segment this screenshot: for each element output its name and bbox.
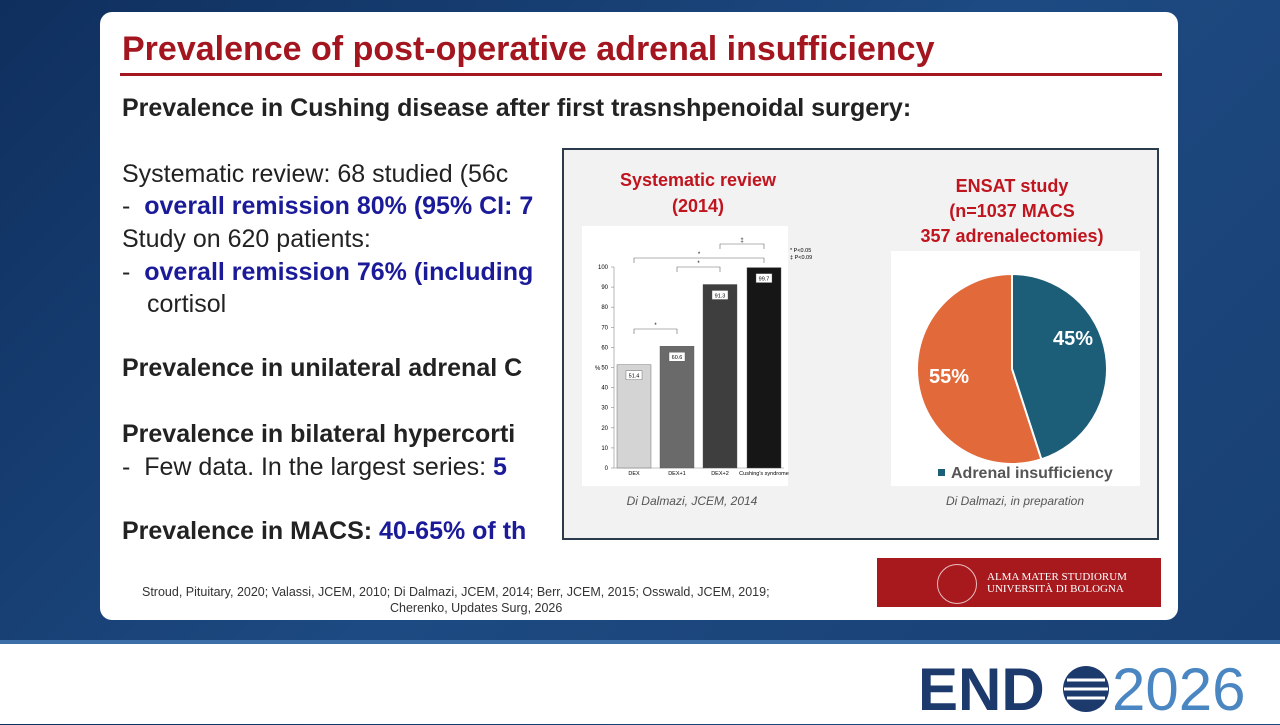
slice-label: 45% — [1053, 328, 1093, 350]
reference: Stroud, Pituitary, 2020; Valassi, JCEM, … — [142, 585, 770, 599]
line: Prevalence in MACS: 40-65% of th — [122, 517, 526, 546]
significance-mark: * — [697, 261, 700, 267]
line: cortisol — [147, 290, 227, 318]
legend-text: ‡ P<0.09 — [790, 255, 812, 261]
significance-mark: * — [698, 252, 701, 258]
chart-title: Systematic review — [620, 170, 777, 190]
line: Prevalence in bilateral hypercorti — [122, 420, 516, 448]
caption: Di Dalmazi, in preparation — [946, 494, 1084, 508]
value-label-box — [668, 351, 686, 362]
caption: Di Dalmazi, JCEM, 2014 — [627, 494, 758, 508]
y-tick-label: 0 — [605, 466, 609, 472]
title-rule — [120, 73, 1162, 76]
y-tick-label: 80 — [601, 305, 608, 311]
highlight: overall remission 80% (95% CI: 7 — [144, 192, 534, 220]
line: - overall remission 80% (95% CI: 7 — [122, 192, 533, 221]
significance-mark: ‡ — [740, 238, 743, 244]
significance-bracket — [633, 257, 765, 263]
significance-mark: * — [654, 323, 657, 329]
line: Study on 620 patients: — [122, 225, 371, 253]
chart-title: (n=1037 MACS — [949, 201, 1075, 221]
logo-text: END — [918, 656, 1045, 720]
bar — [616, 364, 652, 469]
value-label-box — [755, 273, 773, 283]
reference: Cherenko, Updates Surg, 2026 — [390, 601, 563, 615]
significance-bracket — [633, 328, 678, 334]
highlight: 40-65% of th — [379, 517, 527, 545]
dash: - — [122, 192, 131, 220]
text: Few data. In the largest series: — [144, 453, 494, 481]
y-tick-label: 20 — [601, 426, 608, 432]
legend-text: Adrenal insufficiency — [951, 465, 1113, 482]
highlight: 5 — [493, 453, 507, 481]
chart-title: (2014) — [672, 196, 724, 216]
legend-swatch — [938, 469, 945, 476]
logo-text: 2026 — [1112, 656, 1245, 720]
significance-bracket — [676, 266, 721, 272]
pie-slice — [1011, 272, 1108, 461]
y-tick-label: 50 — [601, 366, 608, 372]
value-label: 91.3 — [715, 293, 726, 299]
slide-title: Prevalence of post-operative adrenal ins… — [122, 30, 935, 68]
slice-label: 55% — [929, 366, 969, 388]
x-tick-label: DEX — [628, 471, 640, 477]
footer: END 2026 — [0, 640, 1280, 724]
x-tick-label: DEX+1 — [668, 471, 686, 477]
bar — [746, 267, 782, 469]
bar — [702, 284, 738, 469]
y-tick-label: 70 — [601, 325, 608, 331]
bar — [659, 345, 695, 469]
line: Prevalence in Cushing disease after firs… — [122, 94, 912, 122]
university-name: ALMA MATER STUDIORUM — [987, 571, 1127, 583]
highlight: overall remission 76% (including — [144, 258, 534, 286]
legend-text: * P<0.05 — [790, 248, 811, 254]
text: Prevalence in MACS: — [122, 517, 380, 545]
value-label: 51.4 — [629, 374, 640, 380]
chart-title: 357 adrenalectomies) — [920, 226, 1103, 246]
value-label: 60.6 — [672, 355, 683, 361]
y-tick-label: 40 — [601, 386, 608, 392]
y-tick-label: 10 — [601, 446, 608, 452]
figure-panel: Systematic review (2014) 0 10 20 30 40 50 60 70 80… — [562, 148, 1159, 540]
university-name: UNIVERSITÀ DI BOLOGNA — [987, 583, 1124, 595]
line: Systematic review: 68 studied (56c — [122, 160, 509, 188]
x-tick-label: DEX+2 — [711, 471, 729, 477]
chart-title: ENSAT study — [956, 176, 1069, 196]
line: - Few data. In the largest series: 5 — [122, 453, 507, 482]
y-tick-label: 60 — [601, 345, 608, 351]
value-label: 99.7 — [759, 277, 770, 283]
endo-logo: END 2026 — [918, 656, 1245, 723]
dash: - — [122, 258, 131, 286]
y-axis-label: % — [595, 366, 601, 372]
y-tick-label: 100 — [598, 265, 609, 271]
significance-bracket — [719, 243, 765, 249]
y-tick-label: 90 — [601, 285, 608, 291]
line: Prevalence in unilateral adrenal C — [122, 354, 523, 382]
x-tick-label: Cushing's syndrome — [739, 471, 789, 477]
line: - overall remission 76% (including — [122, 258, 533, 287]
value-label-box — [711, 290, 729, 300]
pie-slice — [916, 272, 1043, 465]
university-logo: ALMA MATER STUDIORUM UNIVERSITÀ DI BOLOG… — [877, 558, 1161, 607]
y-tick-label: 30 — [601, 406, 608, 412]
dash: - — [122, 453, 131, 481]
value-label-box — [625, 370, 643, 380]
